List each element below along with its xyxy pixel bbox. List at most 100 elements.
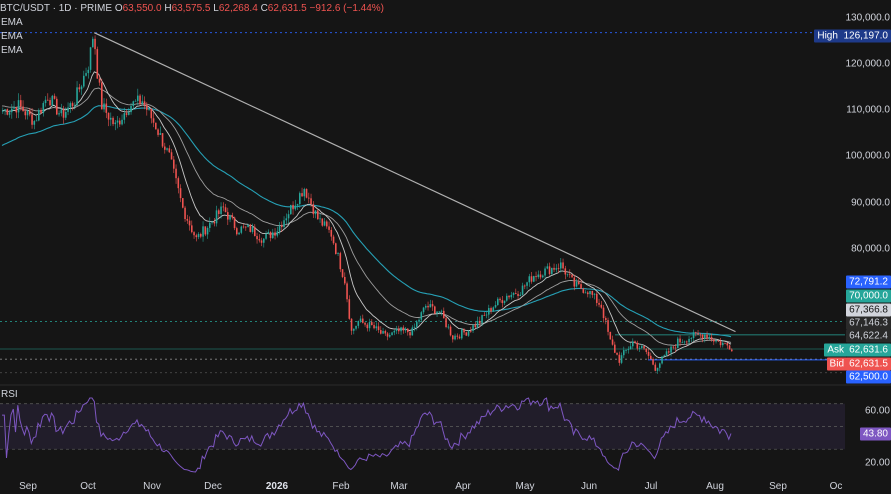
candle-body xyxy=(348,299,351,319)
candle-body xyxy=(416,321,418,327)
candle-body xyxy=(551,267,553,274)
candle-body xyxy=(308,197,310,199)
candle-body xyxy=(191,225,193,233)
ema-indicator-3[interactable]: EMA xyxy=(1,45,23,56)
candle-body xyxy=(503,300,506,304)
candle-body xyxy=(227,212,229,220)
candle-body xyxy=(668,351,670,353)
candle-body xyxy=(672,346,675,348)
trendline[interactable] xyxy=(93,32,736,333)
candle-body xyxy=(60,109,63,114)
candle-body xyxy=(409,332,411,336)
candle-body xyxy=(418,319,420,322)
candle-body xyxy=(355,325,357,329)
price-tick: 80,000.0 xyxy=(851,243,890,255)
candle-body xyxy=(368,322,371,329)
candle-body xyxy=(319,218,321,220)
candle-body xyxy=(389,335,391,337)
candle-body xyxy=(697,333,699,335)
candle-body xyxy=(341,269,344,277)
candle-body xyxy=(353,328,355,331)
candle-body xyxy=(476,320,479,328)
candle-body xyxy=(49,100,51,106)
candle-body xyxy=(508,295,510,298)
candle-body xyxy=(656,367,659,371)
candle-body xyxy=(571,274,573,278)
candle-body xyxy=(24,111,27,116)
candle-body xyxy=(184,207,186,220)
candle-body xyxy=(544,268,546,276)
candle-body xyxy=(114,122,117,125)
ema-slow-tag: 72,791.2 xyxy=(846,275,891,289)
candle-body xyxy=(78,87,81,90)
candle-body xyxy=(110,117,112,120)
ema-indicator-1[interactable]: EMA xyxy=(1,17,23,28)
candle-body xyxy=(654,364,657,371)
ema-indicator-2[interactable]: EMA xyxy=(1,31,23,42)
candle-body xyxy=(276,231,279,236)
candle-body xyxy=(249,224,252,232)
candle-body xyxy=(364,322,366,325)
candle-body xyxy=(663,355,666,357)
candle-body xyxy=(463,329,465,333)
level-tag-70000: 70,000.0 xyxy=(846,289,891,303)
candle-body xyxy=(20,100,22,107)
candle-body xyxy=(267,231,270,234)
candle-body xyxy=(413,326,416,328)
low-label: L xyxy=(213,3,219,14)
candle-body xyxy=(317,210,319,220)
candle-body xyxy=(242,226,245,228)
candle-body xyxy=(535,276,537,278)
candle-body xyxy=(699,334,702,336)
candle-body xyxy=(492,307,495,312)
candle-body xyxy=(373,325,375,329)
time-tick: Aug xyxy=(706,481,724,492)
candle-body xyxy=(17,100,20,113)
rsi-label[interactable]: RSI xyxy=(1,389,18,400)
candle-body xyxy=(557,268,560,269)
candle-body xyxy=(452,335,454,340)
candle-body xyxy=(521,285,524,295)
candle-body xyxy=(231,215,234,218)
candle-body xyxy=(103,103,105,110)
candle-body xyxy=(193,232,195,236)
candle-body xyxy=(130,106,132,113)
candle-body xyxy=(438,311,441,313)
candle-body xyxy=(344,276,346,284)
time-tick: Nov xyxy=(143,481,161,492)
candle-body xyxy=(155,122,157,130)
candle-body xyxy=(575,281,578,287)
candle-body xyxy=(582,288,585,293)
candle-body xyxy=(281,225,283,228)
candle-body xyxy=(121,119,123,125)
high-label: H xyxy=(164,3,172,14)
candle-body xyxy=(204,226,207,235)
candle-body xyxy=(146,104,148,110)
time-tick-year: 2026 xyxy=(265,481,289,492)
candle-body xyxy=(152,118,155,123)
candle-body xyxy=(326,221,328,227)
candle-body xyxy=(215,210,218,224)
candle-body xyxy=(263,238,265,243)
candle-body xyxy=(375,326,378,329)
candle-body xyxy=(200,233,202,237)
candle-body xyxy=(254,226,256,237)
high-tag-label: High xyxy=(817,30,838,42)
candle-body xyxy=(80,86,83,90)
candle-body xyxy=(328,226,330,230)
candle-body xyxy=(350,318,353,331)
symbol-label[interactable]: BTC/USDT · 1D · PRIME xyxy=(0,3,113,14)
candle-body xyxy=(393,330,396,333)
candle-body xyxy=(274,232,276,236)
candle-body xyxy=(11,108,13,113)
price-tick: 130,000.0 xyxy=(845,12,891,24)
candle-body xyxy=(143,101,146,105)
candle-body xyxy=(537,274,540,278)
candle-body xyxy=(296,204,299,206)
candle-body xyxy=(485,314,488,316)
candle-body xyxy=(607,320,609,332)
candle-body xyxy=(555,268,558,270)
candle-body xyxy=(269,231,272,238)
